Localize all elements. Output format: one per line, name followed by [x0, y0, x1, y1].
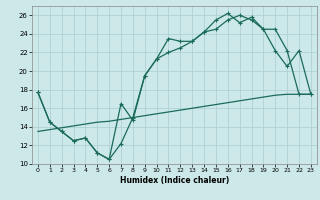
X-axis label: Humidex (Indice chaleur): Humidex (Indice chaleur): [120, 176, 229, 185]
